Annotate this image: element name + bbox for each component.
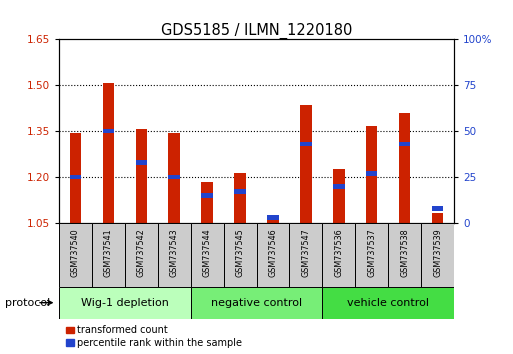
Bar bbox=[432, 213, 443, 223]
Text: GSM737545: GSM737545 bbox=[235, 228, 245, 277]
Text: GDS5185 / ILMN_1220180: GDS5185 / ILMN_1220180 bbox=[161, 23, 352, 39]
Bar bbox=[322, 287, 454, 319]
Text: GSM737539: GSM737539 bbox=[433, 228, 442, 277]
Bar bbox=[322, 223, 355, 287]
Text: GSM737538: GSM737538 bbox=[400, 228, 409, 277]
Bar bbox=[168, 133, 180, 223]
Bar bbox=[333, 169, 345, 223]
Text: GSM737541: GSM737541 bbox=[104, 228, 113, 277]
Bar bbox=[421, 223, 454, 287]
Bar bbox=[388, 223, 421, 287]
Bar bbox=[191, 223, 224, 287]
Text: GSM737542: GSM737542 bbox=[137, 228, 146, 277]
Bar bbox=[399, 142, 410, 146]
Bar bbox=[59, 223, 92, 287]
Bar bbox=[256, 223, 289, 287]
Bar bbox=[355, 223, 388, 287]
Bar bbox=[135, 160, 147, 165]
Bar bbox=[366, 171, 378, 176]
Bar bbox=[300, 105, 311, 223]
Bar bbox=[333, 184, 345, 189]
Bar bbox=[191, 287, 322, 319]
Bar bbox=[103, 82, 114, 223]
Text: vehicle control: vehicle control bbox=[347, 298, 429, 308]
Bar bbox=[224, 223, 256, 287]
Bar bbox=[234, 173, 246, 223]
Text: GSM737543: GSM737543 bbox=[170, 228, 179, 277]
Bar bbox=[103, 129, 114, 133]
Bar bbox=[125, 223, 158, 287]
Bar bbox=[202, 193, 213, 198]
Bar bbox=[135, 129, 147, 223]
Bar bbox=[70, 132, 81, 223]
Bar bbox=[59, 287, 191, 319]
Bar bbox=[432, 206, 443, 211]
Text: GSM737537: GSM737537 bbox=[367, 228, 376, 277]
Text: protocol: protocol bbox=[5, 298, 50, 308]
Bar bbox=[234, 189, 246, 194]
Bar bbox=[399, 113, 410, 223]
Bar bbox=[267, 215, 279, 220]
Legend: transformed count, percentile rank within the sample: transformed count, percentile rank withi… bbox=[64, 324, 244, 350]
Text: Wig-1 depletion: Wig-1 depletion bbox=[81, 298, 169, 308]
Text: GSM737547: GSM737547 bbox=[301, 228, 310, 277]
Text: GSM737546: GSM737546 bbox=[268, 228, 278, 277]
Bar bbox=[70, 175, 81, 179]
Bar bbox=[168, 175, 180, 179]
Bar bbox=[92, 223, 125, 287]
Bar bbox=[366, 126, 378, 223]
Bar bbox=[300, 142, 311, 146]
Text: GSM737536: GSM737536 bbox=[334, 228, 343, 277]
Text: GSM737544: GSM737544 bbox=[203, 228, 212, 277]
Text: negative control: negative control bbox=[211, 298, 302, 308]
Bar bbox=[158, 223, 191, 287]
Text: GSM737540: GSM737540 bbox=[71, 228, 80, 277]
Bar bbox=[202, 182, 213, 223]
Bar bbox=[289, 223, 322, 287]
Bar bbox=[267, 217, 279, 223]
